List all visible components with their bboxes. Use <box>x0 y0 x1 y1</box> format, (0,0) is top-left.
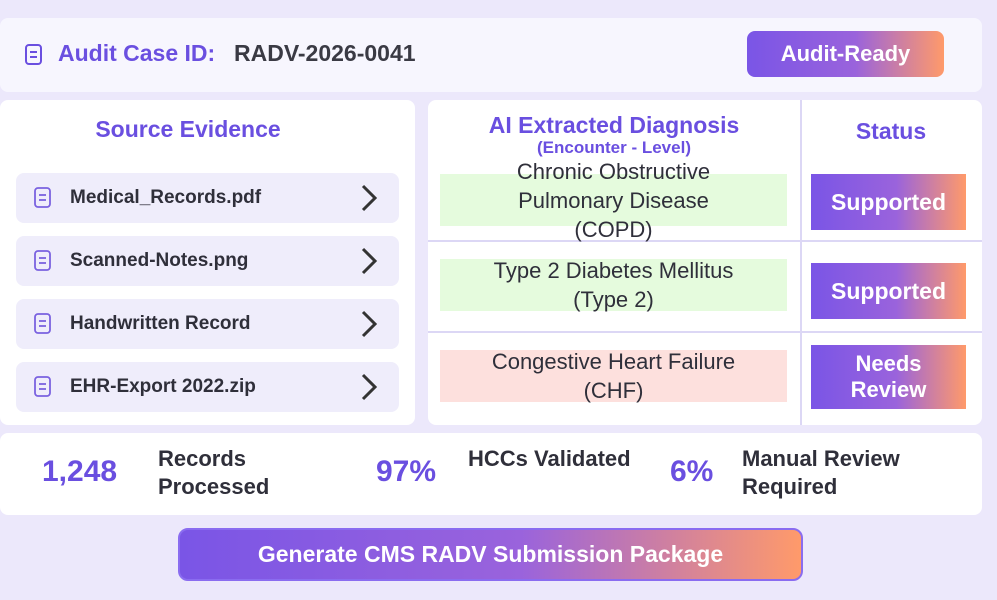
status-badge: Audit-Ready <box>747 31 944 77</box>
file-name: Scanned-Notes.png <box>70 250 249 271</box>
icon <box>361 184 378 212</box>
icon <box>34 376 51 397</box>
file-item[interactable]: EHR-Export 2022.zip <box>16 362 399 412</box>
icon <box>361 247 378 275</box>
stat-value: 1,248 <box>42 455 118 488</box>
status-header: Status <box>855 118 927 144</box>
icon <box>34 313 51 334</box>
file-item[interactable]: Scanned-Notes.png <box>16 236 399 286</box>
stat-value: 6% <box>670 455 714 488</box>
row-divider <box>428 240 982 242</box>
stat-label: HCCs Validated <box>468 446 631 471</box>
diagnosis-text: Congestive Heart Failure (CHF) <box>440 349 787 403</box>
header: Audit Case ID: RADV-2026-0041 Audit-Read… <box>0 18 982 92</box>
icon <box>361 310 378 338</box>
icon <box>34 250 51 271</box>
diagnosis-subtitle: (Encounter - Level) <box>537 138 691 157</box>
status-badge: Supported <box>811 263 966 319</box>
status-badge: Needs Review <box>811 345 966 409</box>
diagnosis-text: Chronic Obstructive Pulmonary Disease (C… <box>440 159 787 242</box>
stat-label: Records Processed <box>158 446 270 499</box>
stat-label: Manual Review Required <box>742 446 900 499</box>
file-item[interactable]: Handwritten Record <box>16 299 399 349</box>
file-name: Medical_Records.pdf <box>70 187 262 208</box>
submit-button[interactable]: Generate CMS RADV Submission Package <box>178 528 803 581</box>
row-divider <box>428 331 982 333</box>
file-name: Handwritten Record <box>70 313 251 334</box>
diagnosis-title: AI Extracted Diagnosis <box>488 112 740 138</box>
doc-icon <box>25 44 42 65</box>
icon <box>34 187 51 208</box>
diagnosis-text: Type 2 Diabetes Mellitus (Type 2) <box>440 258 787 312</box>
stats-card <box>0 433 982 515</box>
file-item[interactable]: Medical_Records.pdf <box>16 173 399 223</box>
icon <box>361 373 378 401</box>
column-divider <box>800 100 802 425</box>
case-label: Audit Case ID: <box>58 40 216 66</box>
file-name: EHR-Export 2022.zip <box>70 376 256 397</box>
status-badge: Supported <box>811 174 966 230</box>
case-id: RADV-2026-0041 <box>234 40 416 66</box>
evidence-title: Source Evidence <box>95 116 281 142</box>
stat-value: 97% <box>376 455 437 488</box>
